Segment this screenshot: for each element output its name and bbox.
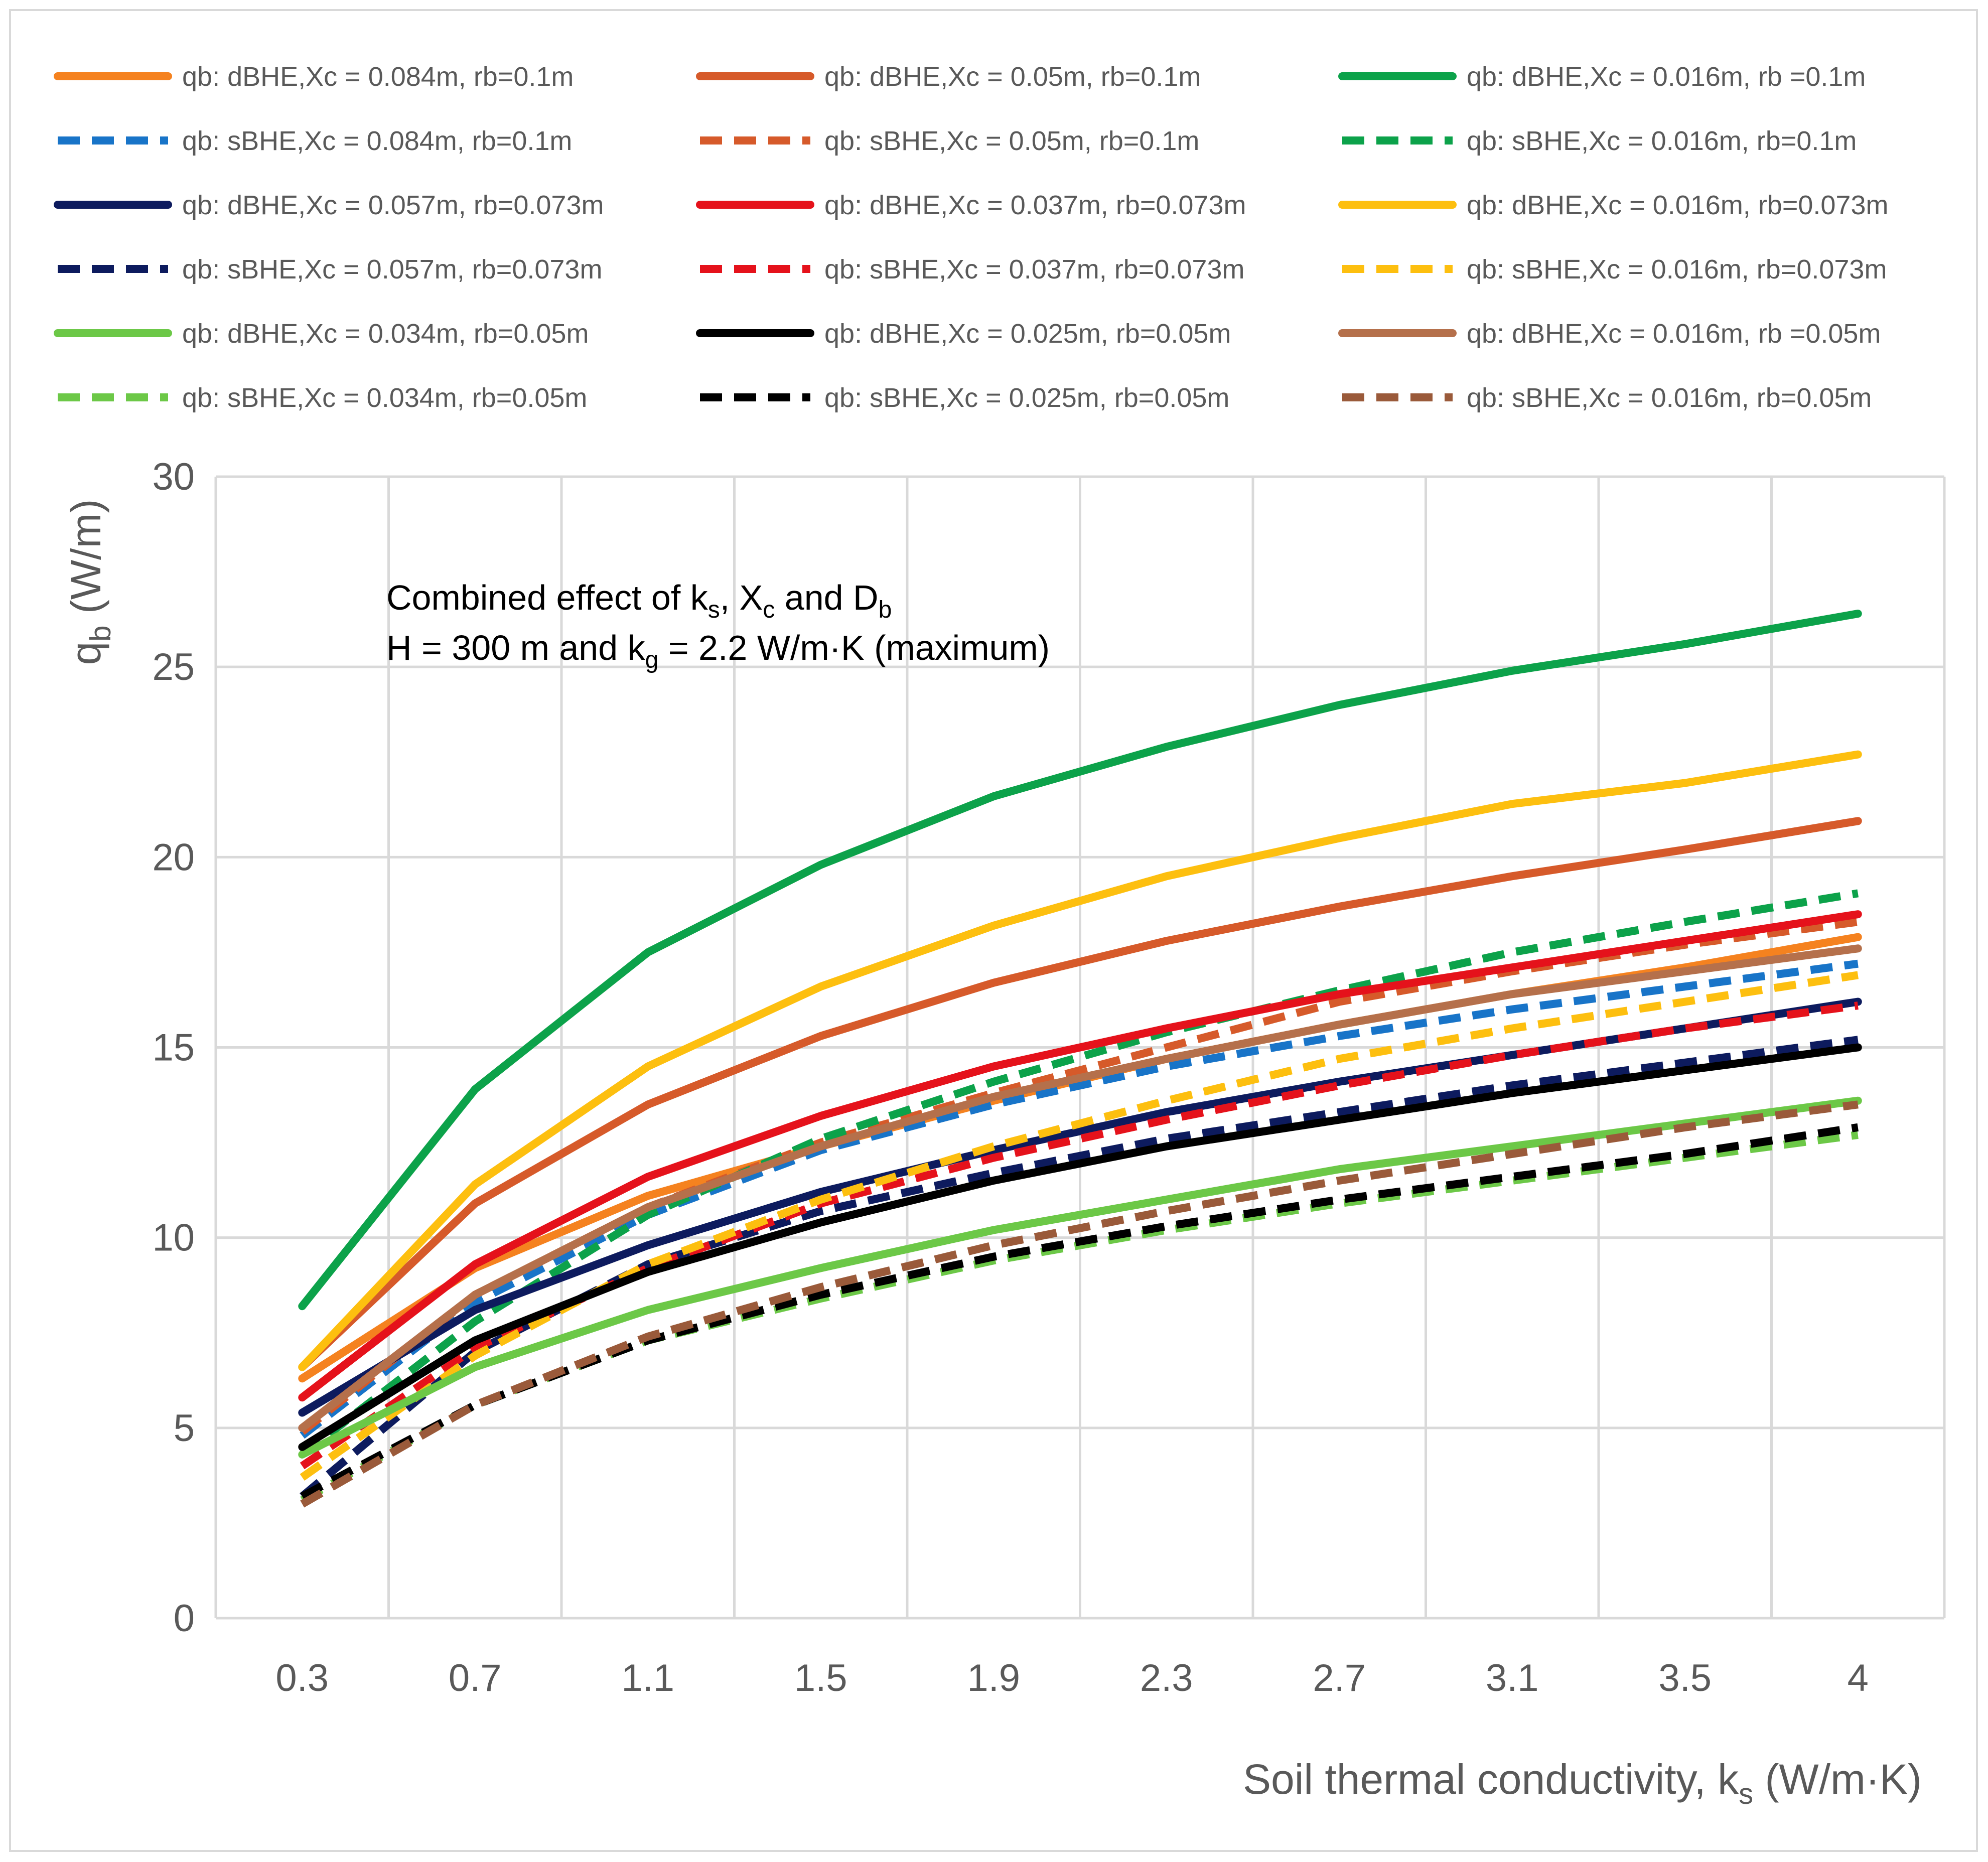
legend-item: qb: sBHE,Xc = 0.016m, rb=0.1m bbox=[1342, 126, 1857, 156]
x-tick-label: 0.3 bbox=[275, 1657, 329, 1699]
series-line-8 bbox=[298, 910, 1862, 1402]
x-tick-label: 2.7 bbox=[1313, 1657, 1366, 1699]
series-line-6 bbox=[300, 889, 1859, 1458]
legend-item: qb: dBHE,Xc = 0.05m, rb=0.1m bbox=[696, 62, 1201, 92]
legend-label: qb: sBHE,Xc = 0.016m, rb=0.073m bbox=[1467, 254, 1887, 284]
series-line-3 bbox=[298, 610, 1862, 1311]
chart-frame bbox=[9, 9, 1978, 1852]
tick-layer: 0 5 10 15 20 25 30 0.3 0.7 1.1 1.5 1.9 2.3 2.7 3.1 3.5 4 bbox=[152, 456, 1868, 1699]
legend-item: qb: dBHE,Xc = 0.016m, rb =0.1m bbox=[1338, 62, 1866, 92]
legend-item: qb: sBHE,Xc = 0.057m, rb=0.073m bbox=[58, 254, 602, 284]
legend-item: qb: sBHE,Xc = 0.016m, rb=0.073m bbox=[1342, 254, 1887, 284]
legend-label: qb: dBHE,Xc = 0.016m, rb =0.05m bbox=[1467, 319, 1881, 349]
legend-item: qb: sBHE,Xc = 0.084m, rb=0.1m bbox=[58, 126, 572, 156]
legend-label: qb: sBHE,Xc = 0.037m, rb=0.073m bbox=[824, 254, 1244, 284]
legend-item: qb: dBHE,Xc = 0.057m, rb=0.073m bbox=[54, 190, 604, 220]
legend-item: qb: sBHE,Xc = 0.037m, rb=0.073m bbox=[700, 254, 1244, 284]
legend-item: qb: dBHE,Xc = 0.034m, rb=0.05m bbox=[54, 319, 589, 349]
y-tick-label: 25 bbox=[152, 646, 195, 688]
series-line-15 bbox=[298, 944, 1862, 1432]
legend-item: qb: sBHE,Xc = 0.025m, rb=0.05m bbox=[700, 383, 1229, 413]
legend-item: qb: sBHE,Xc = 0.016m, rb=0.05m bbox=[1342, 383, 1872, 413]
legend-label: qb: dBHE,Xc = 0.057m, rb=0.073m bbox=[182, 190, 604, 220]
series-line-18 bbox=[300, 1100, 1859, 1508]
y-tick-label: 30 bbox=[152, 456, 195, 498]
y-tick-label: 15 bbox=[152, 1027, 195, 1069]
grid-layer bbox=[214, 475, 1946, 1620]
legend-item: qb: dBHE,Xc = 0.037m, rb=0.073m bbox=[696, 190, 1246, 220]
legend-item: qb: sBHE,Xc = 0.05m, rb=0.1m bbox=[700, 126, 1199, 156]
y-axis-title: qb (W/m) bbox=[62, 499, 117, 665]
legend-item: qb: sBHE,Xc = 0.034m, rb=0.05m bbox=[58, 383, 587, 413]
x-tick-label: 1.5 bbox=[794, 1657, 847, 1699]
series-line-13 bbox=[298, 1096, 1862, 1459]
series-layer bbox=[298, 610, 1862, 1508]
legend-item: qb: dBHE,Xc = 0.016m, rb=0.073m bbox=[1338, 190, 1888, 220]
x-tick-label: 1.9 bbox=[967, 1657, 1020, 1699]
legend-item: qb: dBHE,Xc = 0.025m, rb=0.05m bbox=[696, 319, 1231, 349]
y-tick-label: 5 bbox=[174, 1407, 195, 1450]
legend-label: qb: dBHE,Xc = 0.016m, rb =0.1m bbox=[1467, 62, 1866, 92]
legend-label: qb: sBHE,Xc = 0.034m, rb=0.05m bbox=[182, 383, 587, 413]
series-line-11 bbox=[300, 1001, 1859, 1470]
y-tick-label: 20 bbox=[152, 836, 195, 879]
annotation-line-1: Combined effect of ks, Xc and Db bbox=[386, 578, 892, 623]
x-tick-label: 3.5 bbox=[1658, 1657, 1712, 1699]
y-tick-label: 0 bbox=[174, 1597, 195, 1640]
series-line-4 bbox=[300, 959, 1859, 1439]
legend-label: qb: sBHE,Xc = 0.025m, rb=0.05m bbox=[824, 383, 1229, 413]
legend-label: qb: sBHE,Xc = 0.057m, rb=0.073m bbox=[182, 254, 602, 284]
legend-item: qb: dBHE,Xc = 0.016m, rb =0.05m bbox=[1338, 319, 1881, 349]
legend-label: qb: dBHE,Xc = 0.084m, rb=0.1m bbox=[182, 62, 574, 92]
legend-label: qb: sBHE,Xc = 0.016m, rb=0.05m bbox=[1467, 383, 1872, 413]
legend-label: qb: sBHE,Xc = 0.05m, rb=0.1m bbox=[824, 126, 1199, 156]
x-tick-label: 3.1 bbox=[1486, 1657, 1539, 1699]
annotation-line-2: H = 300 m and kg = 2.2 W/m·K (maximum) bbox=[386, 628, 1050, 673]
y-tick-label: 10 bbox=[152, 1217, 195, 1259]
legend-label: qb: dBHE,Xc = 0.034m, rb=0.05m bbox=[182, 319, 589, 349]
x-tick-label: 4 bbox=[1848, 1657, 1869, 1699]
legend-label: qb: dBHE,Xc = 0.025m, rb=0.05m bbox=[824, 319, 1231, 349]
legend-item: qb: dBHE,Xc = 0.084m, rb=0.1m bbox=[54, 62, 574, 92]
x-tick-label: 1.1 bbox=[621, 1657, 674, 1699]
x-tick-label: 0.7 bbox=[449, 1657, 502, 1699]
legend-label: qb: dBHE,Xc = 0.016m, rb=0.073m bbox=[1467, 190, 1888, 220]
legend-label: qb: dBHE,Xc = 0.05m, rb=0.1m bbox=[824, 62, 1201, 92]
x-tick-label: 2.3 bbox=[1140, 1657, 1193, 1699]
series-line-9 bbox=[298, 750, 1862, 1371]
legend: qb: dBHE,Xc = 0.084m, rb=0.1m qb: dBHE,Xc… bbox=[54, 62, 1888, 413]
legend-label: qb: dBHE,Xc = 0.037m, rb=0.073m bbox=[824, 190, 1246, 220]
series-line-2 bbox=[298, 817, 1862, 1371]
legend-label: qb: sBHE,Xc = 0.016m, rb=0.1m bbox=[1467, 126, 1857, 156]
series-line-14 bbox=[298, 1043, 1862, 1451]
x-axis-title: Soil thermal conductivity, ks (W/m·K) bbox=[1243, 1756, 1922, 1810]
legend-label: qb: sBHE,Xc = 0.084m, rb=0.1m bbox=[182, 126, 572, 156]
